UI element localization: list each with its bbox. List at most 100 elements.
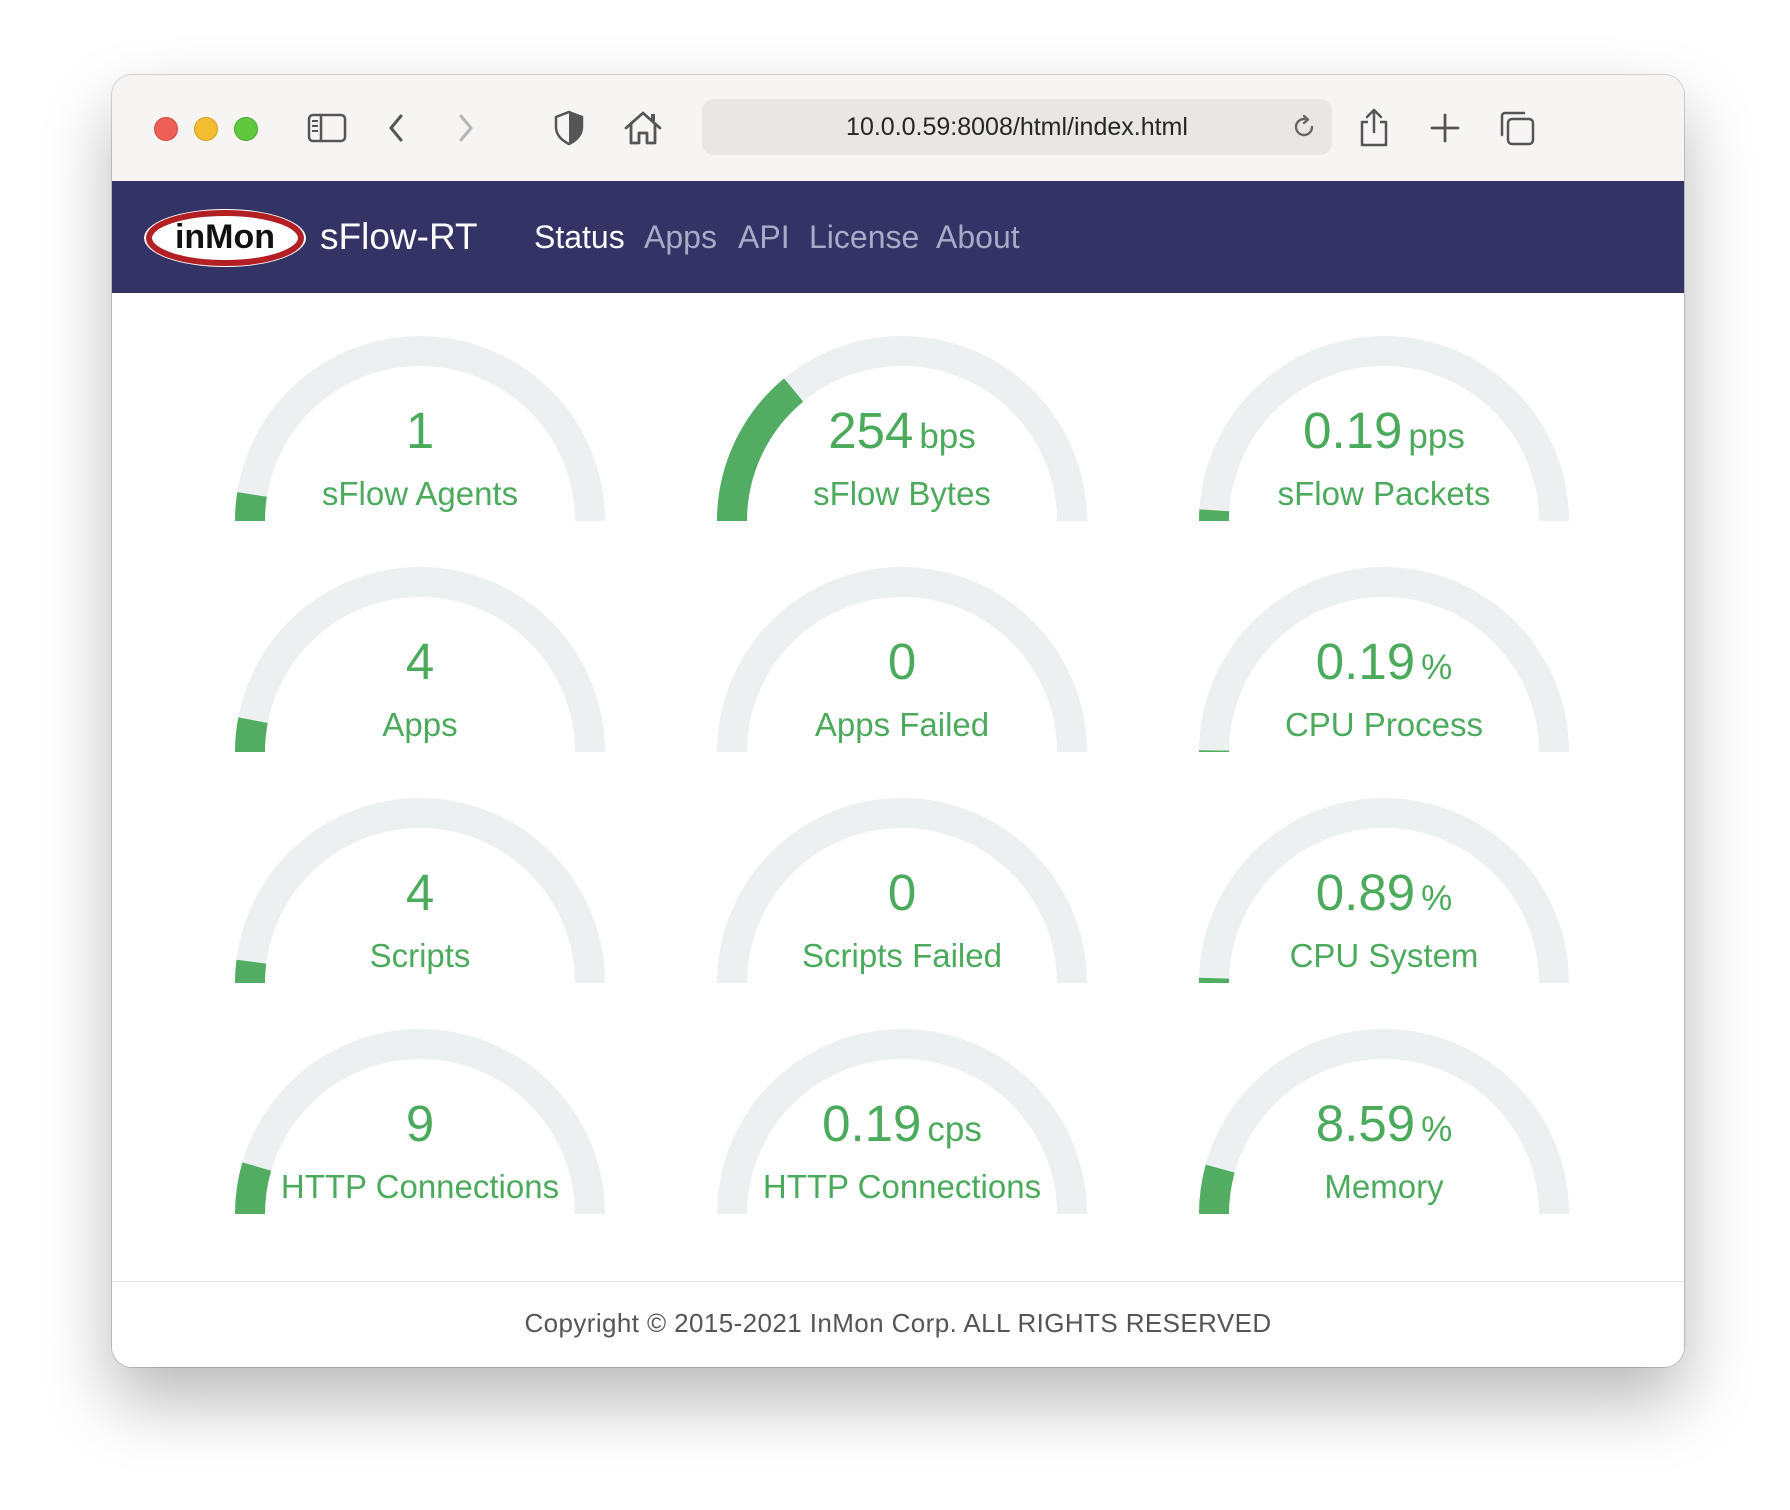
gauge-label: Apps Failed (814, 706, 990, 743)
nav-about[interactable]: About (936, 219, 1020, 255)
gauge-number: 0 (887, 633, 917, 690)
gauge-fill (235, 959, 267, 984)
gauge-number: 254 (828, 402, 914, 459)
gauge-track (1199, 798, 1569, 984)
gauge-track (1199, 567, 1569, 753)
new-tab-plus-icon[interactable] (1420, 103, 1470, 153)
gauge-arc (1199, 1029, 1569, 1215)
gauge-number: 9 (405, 1095, 435, 1152)
gauge-value: 4 (230, 863, 610, 923)
gauge-value: 9 (230, 1094, 610, 1154)
gauge-http-connections: 0.19 cps HTTP Connections (712, 1028, 1092, 1228)
gauge-number: 0.19 (822, 1095, 922, 1152)
inmon-logo[interactable]: inMon (142, 207, 308, 269)
gauge-track (717, 798, 1087, 984)
gauge-memory: 8.59% Memory (1194, 1028, 1574, 1228)
gauge-arc (717, 336, 1087, 522)
gauge-unit: cps (927, 1110, 982, 1149)
gauge-number: 8.59 (1315, 1095, 1416, 1152)
browser-toolbar: 10.0.0.59:8008/html/index.html (112, 75, 1684, 182)
gauge-number: 0 (887, 864, 917, 921)
gauge-value: 0.19% (1194, 632, 1574, 698)
tab-overview-icon[interactable] (1492, 103, 1542, 153)
browser-window: 10.0.0.59:8008/html/index.html inMon sFl… (112, 75, 1684, 1367)
gauge-arc (717, 798, 1087, 984)
gauge-track (235, 798, 605, 984)
gauge-track (235, 1029, 605, 1215)
gauge-unit: % (1421, 1110, 1453, 1149)
gauge-value: 0.19 cps (712, 1094, 1092, 1160)
gauge-number: 4 (405, 633, 435, 690)
gauge-label: Memory (1324, 1168, 1444, 1205)
nav-apps[interactable]: Apps (644, 219, 717, 255)
gauge-label: Scripts Failed (802, 937, 1002, 974)
gauge-label: sFlow Agents (321, 475, 519, 512)
gauge-arc (235, 1029, 605, 1215)
top-navbar: inMon sFlow-RT Status Apps API License A… (112, 181, 1684, 293)
gauge-cpu-process: 0.19% CPU Process (1194, 566, 1574, 766)
gauge-scripts: 4 Scripts (230, 797, 610, 997)
gauge-fill (1199, 1164, 1235, 1215)
gauge-cpu-system: 0.89% CPU System (1194, 797, 1574, 997)
gauge-label: CPU Process (1284, 706, 1484, 743)
gauge-track (717, 567, 1087, 753)
zoom-window-button[interactable] (234, 117, 258, 141)
gauge-value: 8.59% (1194, 1094, 1574, 1160)
gauge-arc (1199, 798, 1569, 984)
gauge-unit: % (1421, 648, 1453, 687)
gauge-sflow-agents: 1 sFlow Agents (230, 335, 610, 535)
gauge-fill (235, 1162, 272, 1215)
gauge-arc (717, 567, 1087, 753)
gauge-number: 1 (405, 402, 435, 459)
brand-name[interactable]: sFlow-RT (320, 216, 478, 257)
gauge-value: 0.89% (1194, 863, 1574, 929)
gauge-number: 0.19 (1303, 402, 1403, 459)
reload-icon[interactable] (1290, 113, 1318, 141)
close-window-button[interactable] (154, 117, 178, 141)
gauge-track (235, 336, 605, 522)
gauge-value: 254 bps (712, 401, 1092, 467)
gauge-number: 4 (405, 864, 435, 921)
gauge-label: sFlow Packets (1277, 475, 1491, 512)
gauge-number: 0.19 (1315, 633, 1416, 690)
home-icon[interactable] (618, 103, 668, 153)
forward-arrow-icon[interactable] (440, 103, 490, 153)
privacy-shield-icon[interactable] (544, 103, 594, 153)
gauge-arc (1199, 567, 1569, 753)
gauge-sflow-bytes: 254 bps sFlow Bytes (712, 335, 1092, 535)
gauge-track (235, 567, 605, 753)
back-arrow-icon[interactable] (372, 103, 422, 153)
gauge-value: 0 (712, 632, 1092, 692)
gauge-arc (235, 798, 605, 984)
url-text: 10.0.0.59:8008/html/index.html (846, 113, 1188, 141)
gauge-arc (717, 1029, 1087, 1215)
nav-license[interactable]: License (809, 219, 920, 255)
gauge-arc (235, 567, 605, 753)
gauge-arc (234, 336, 605, 522)
gauge-value: 0 (712, 863, 1092, 923)
gauge-track (717, 1029, 1087, 1215)
gauge-label: Scripts (369, 937, 471, 974)
gauge-unit: bps (919, 417, 976, 456)
gauge-fill (234, 492, 267, 522)
gauge-label: HTTP Connections (280, 1168, 560, 1205)
nav-api[interactable]: API (738, 219, 790, 255)
gauge-unit: % (1421, 879, 1453, 918)
svg-text:inMon: inMon (175, 218, 275, 256)
share-icon[interactable] (1349, 103, 1399, 153)
status-gauges: 1 sFlow Agents 254 bps sFlow Bytes 0.19 pps sFl… (112, 293, 1684, 1356)
nav-status[interactable]: Status (534, 219, 625, 255)
minimize-window-button[interactable] (194, 117, 218, 141)
sidebar-toggle-icon[interactable] (302, 103, 352, 153)
gauge-label: sFlow Bytes (813, 475, 991, 512)
gauge-apps: 4 Apps (230, 566, 610, 766)
gauge-sflow-packets: 0.19 pps sFlow Packets (1194, 335, 1574, 535)
gauge-label: CPU System (1289, 937, 1479, 974)
gauge-fill (717, 378, 804, 522)
gauge-fill (235, 717, 268, 753)
address-bar[interactable]: 10.0.0.59:8008/html/index.html (702, 99, 1332, 155)
copyright-text: Copyright © 2015-2021 InMon Corp. ALL RI… (524, 1308, 1272, 1338)
gauge-value: 1 (230, 401, 610, 461)
gauge-apps-failed: 0 Apps Failed (712, 566, 1092, 766)
gauge-unit: pps (1408, 417, 1465, 456)
